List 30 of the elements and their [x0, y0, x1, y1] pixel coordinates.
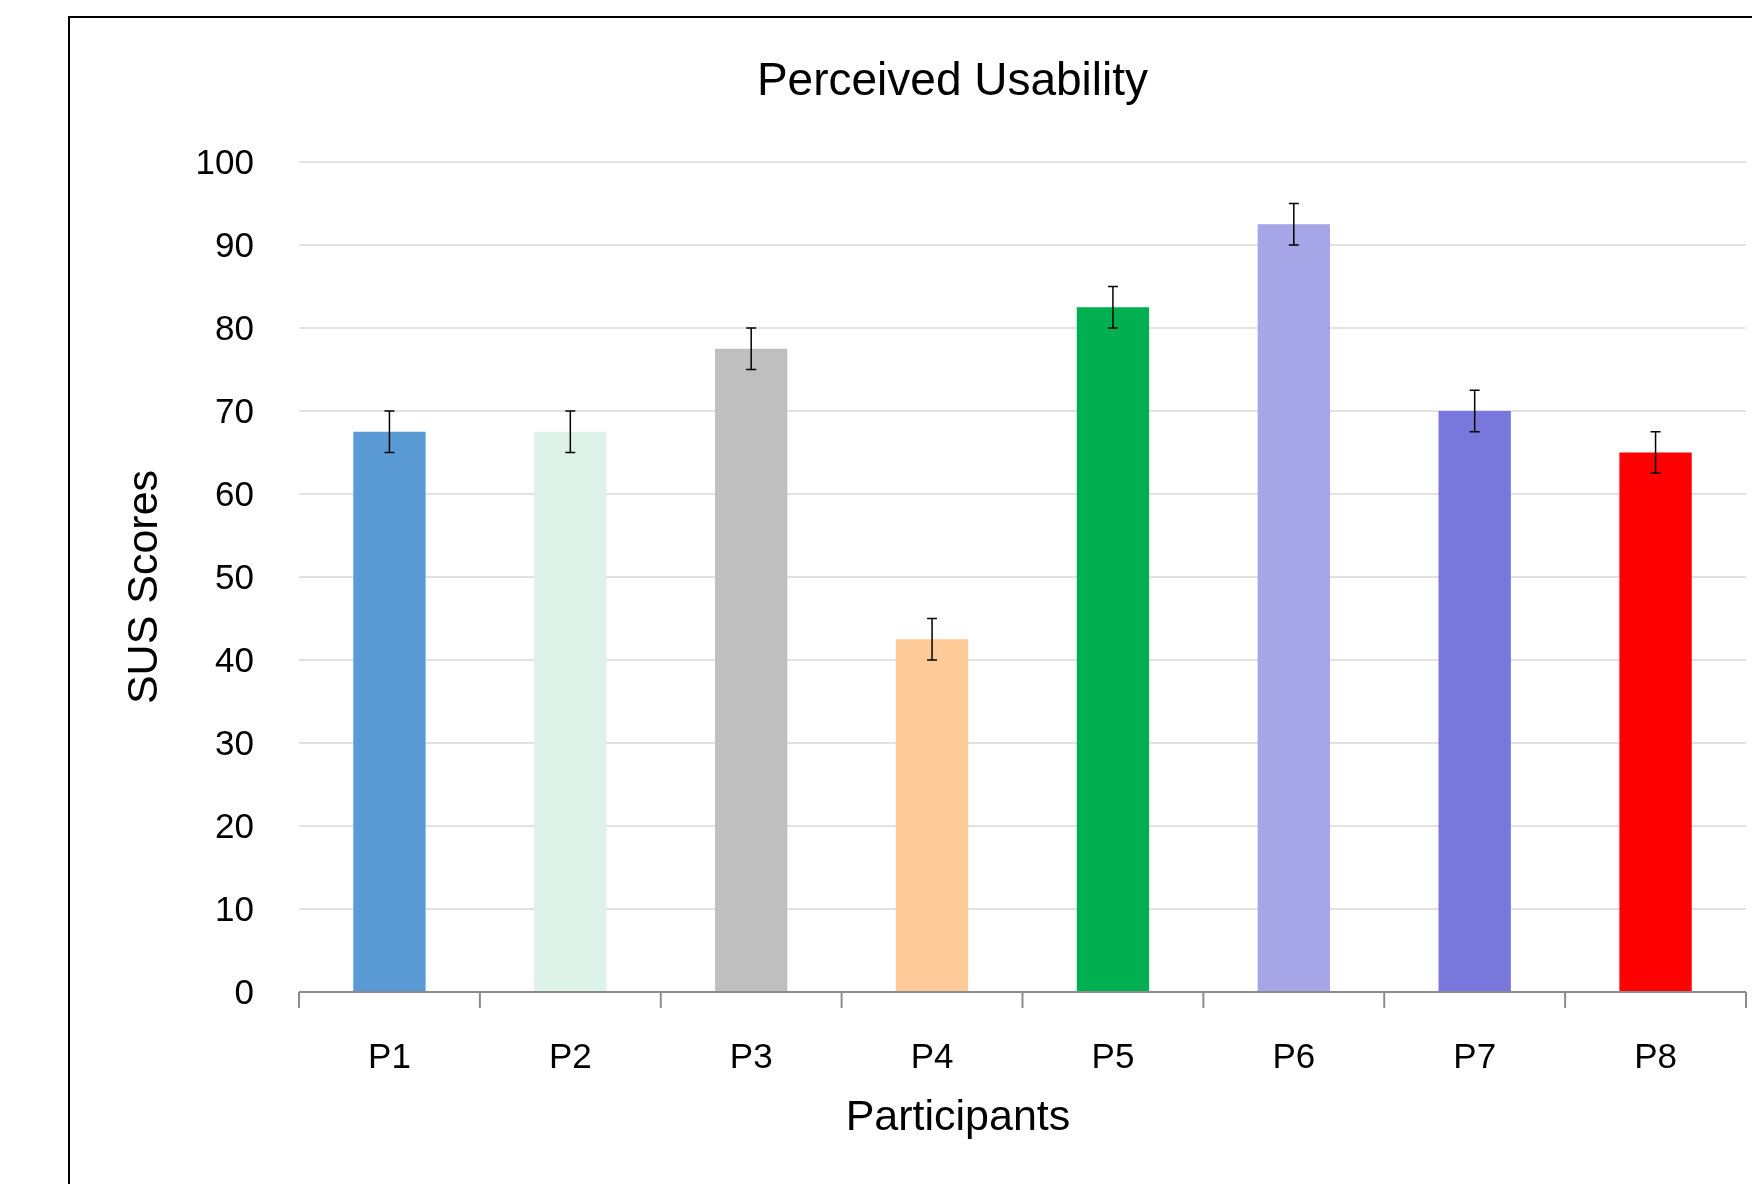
y-tick-label: 10	[215, 889, 254, 929]
bar	[534, 431, 607, 992]
bar	[715, 348, 788, 992]
bar	[895, 639, 969, 992]
x-tick-label: P6	[1272, 1036, 1316, 1075]
x-tick-label: P2	[548, 1036, 592, 1075]
y-axis-title: SUS Scores	[118, 469, 166, 705]
y-tick-label: 90	[215, 225, 254, 265]
y-tick-label: 30	[215, 723, 254, 763]
y-tick-label: 40	[215, 640, 254, 680]
x-tick-label: P5	[1091, 1036, 1135, 1075]
bar	[353, 431, 426, 992]
y-tick-label: 50	[215, 557, 254, 597]
x-tick-label: P8	[1634, 1036, 1677, 1075]
bar	[1076, 307, 1150, 992]
bar	[1619, 452, 1692, 992]
bar	[1438, 411, 1511, 992]
y-tick-label: 100	[195, 142, 254, 182]
y-tick-label: 80	[215, 308, 254, 348]
x-tick-label: P3	[729, 1036, 773, 1075]
chart-title: Perceived Usability	[756, 53, 1149, 105]
bar	[1257, 224, 1330, 992]
x-tick-label: P7	[1453, 1036, 1497, 1075]
y-tick-label: 0	[234, 972, 254, 1012]
y-tick-label: 20	[215, 806, 254, 846]
y-tick-label: 60	[215, 474, 254, 514]
x-axis-title: Participants	[845, 1091, 1071, 1139]
x-tick-label: P4	[910, 1036, 954, 1075]
y-tick-label: 70	[215, 391, 254, 431]
x-tick-label: P1	[368, 1036, 411, 1075]
